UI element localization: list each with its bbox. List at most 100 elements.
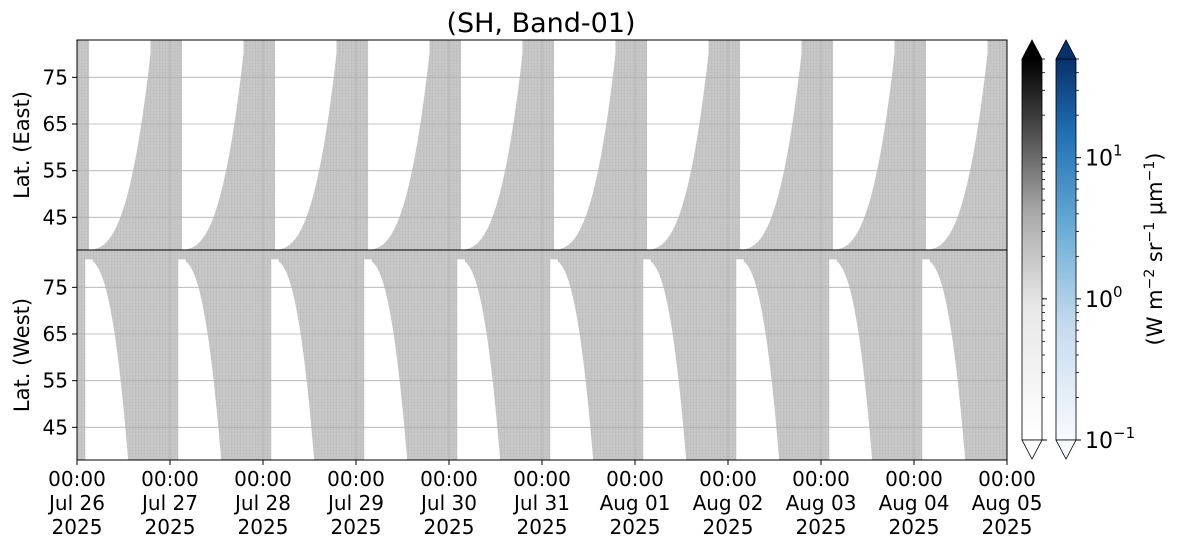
x-tick-line: 2025 bbox=[145, 515, 196, 539]
heatmap-cell bbox=[85, 259, 129, 460]
heatmap-cell bbox=[269, 40, 276, 250]
y-tick-label: 65 bbox=[43, 322, 68, 346]
heatmap-cell bbox=[336, 40, 363, 250]
colorbar-label-mu: μm bbox=[1143, 181, 1167, 222]
panel-east: Lat. (East) 45 55 65 75 bbox=[10, 39, 1008, 251]
heatmap-cell bbox=[920, 54, 1007, 250]
x-tick-label: 00:00 Jul 31 2025 bbox=[512, 467, 571, 539]
heatmap-cell bbox=[522, 40, 549, 250]
x-tick-line: 00:00 bbox=[699, 467, 757, 491]
panel-east-grid bbox=[76, 40, 1008, 250]
colorbar-tick-label: 10−1 bbox=[1085, 424, 1135, 454]
x-tick-line: 2025 bbox=[424, 515, 475, 539]
heatmap-cell bbox=[457, 259, 465, 460]
y-tick-label: 75 bbox=[43, 275, 68, 299]
heatmap-cell bbox=[176, 40, 183, 250]
x-tick-label: 00:00 Aug 01 2025 bbox=[600, 467, 671, 539]
x-tick-line: 00:00 bbox=[141, 467, 199, 491]
colorbar-label-suffix: ) bbox=[1143, 153, 1167, 161]
x-tick-line: 00:00 bbox=[234, 467, 292, 491]
colorbar-tick-exp: −1 bbox=[1113, 424, 1135, 442]
x-tick-line: 2025 bbox=[238, 515, 289, 539]
colorbar-gray bbox=[1021, 39, 1043, 460]
heatmap-cell bbox=[920, 40, 927, 250]
heatmap-cell bbox=[178, 259, 222, 460]
colorbar-gray-body bbox=[1021, 58, 1043, 441]
colorbar-blue-bottom-extend bbox=[1055, 439, 1077, 460]
heatmap-cell bbox=[736, 259, 744, 460]
x-tick-line: Jul 26 bbox=[47, 491, 105, 515]
heatmap-cell bbox=[85, 259, 93, 460]
heatmap-cell bbox=[550, 259, 594, 460]
heatmap-cell bbox=[641, 40, 648, 250]
x-tick-line: Aug 05 bbox=[972, 491, 1043, 515]
colorbar-gray-bottom-extend bbox=[1021, 439, 1043, 460]
colorbar-gray-top-extend bbox=[1021, 39, 1043, 60]
y-tick-label: 55 bbox=[43, 159, 68, 183]
heatmap-cell bbox=[77, 40, 84, 250]
heatmap-cell bbox=[922, 259, 966, 460]
panel-east-yticks: 45 55 65 75 bbox=[43, 65, 77, 229]
heatmap-cell bbox=[827, 40, 834, 250]
x-tick-line: 00:00 bbox=[606, 467, 664, 491]
x-tick-label: 00:00 Aug 03 2025 bbox=[786, 467, 857, 539]
colorbar-tick-base: 10 bbox=[1085, 147, 1113, 172]
heatmap-cell bbox=[243, 40, 270, 250]
colorbar-tick-base: 10 bbox=[1085, 429, 1113, 454]
x-tick-line: 00:00 bbox=[513, 467, 571, 491]
x-tick-line: 2025 bbox=[52, 515, 103, 539]
y-tick-label: 75 bbox=[43, 65, 68, 89]
heatmap-cell bbox=[150, 40, 177, 250]
colorbar-label-sup1: −2 bbox=[1142, 269, 1158, 290]
heatmap-cell bbox=[429, 40, 456, 250]
panel-east-cells bbox=[77, 40, 1007, 250]
heatmap-cell bbox=[894, 40, 921, 250]
heatmap-cell bbox=[457, 259, 501, 460]
x-tick-label: 00:00 Jul 26 2025 bbox=[47, 467, 106, 539]
x-tick-line: 2025 bbox=[331, 515, 382, 539]
heatmap-cell bbox=[178, 259, 186, 460]
x-tick-label: 00:00 Jul 27 2025 bbox=[140, 467, 199, 539]
y-tick-label: 55 bbox=[43, 369, 68, 393]
x-tick-label: 00:00 Jul 28 2025 bbox=[233, 467, 292, 539]
chart-title: (SH, Band-01) bbox=[446, 8, 635, 39]
x-tick-line: 00:00 bbox=[420, 467, 478, 491]
heatmap-cell bbox=[548, 40, 555, 250]
x-tick-label: 00:00 Jul 30 2025 bbox=[419, 467, 478, 539]
panel-west-yticks: 45 55 65 75 bbox=[43, 275, 77, 439]
x-tick-line: Jul 28 bbox=[233, 491, 291, 515]
x-tick-label: 00:00 Aug 05 2025 bbox=[972, 467, 1043, 539]
x-tick-line: 2025 bbox=[610, 515, 661, 539]
y-tick-label: 65 bbox=[43, 112, 68, 136]
colorbar-blue-body bbox=[1055, 58, 1077, 441]
x-tick-line: 2025 bbox=[703, 515, 754, 539]
x-tick-label: 00:00 Aug 02 2025 bbox=[693, 467, 764, 539]
panel-west: Lat. (West) 45 55 65 75 bbox=[10, 249, 1008, 461]
heatmap-cell bbox=[801, 40, 828, 250]
heatmap-cell bbox=[736, 259, 780, 460]
x-tick-line: Aug 04 bbox=[879, 491, 950, 515]
colorbar-tick-label: 100 bbox=[1085, 283, 1123, 313]
colorbar-blue bbox=[1055, 39, 1077, 460]
x-tick-label: 00:00 Aug 04 2025 bbox=[879, 467, 950, 539]
colorbar-label-mid: sr bbox=[1143, 242, 1167, 269]
x-tick-line: 00:00 bbox=[792, 467, 850, 491]
colorbar-tick-exp: 0 bbox=[1113, 283, 1123, 301]
heatmap-cell bbox=[364, 259, 408, 460]
heatmap-cell bbox=[455, 40, 462, 250]
x-tick-line: 2025 bbox=[982, 515, 1033, 539]
x-tick-line: Aug 03 bbox=[786, 491, 857, 515]
colorbar-tick-label: 101 bbox=[1085, 142, 1123, 172]
panel-east-ylabel: Lat. (East) bbox=[10, 91, 34, 199]
heatmap-cell bbox=[271, 259, 315, 460]
colorbar-label-prefix: (W m bbox=[1143, 289, 1167, 345]
colorbar-label-sup2: −1 bbox=[1142, 222, 1158, 243]
heatmap-cell bbox=[829, 259, 837, 460]
x-tick-line: 2025 bbox=[796, 515, 847, 539]
panel-west-ylabel: Lat. (West) bbox=[10, 298, 34, 412]
colorbar-label-sup3: −1 bbox=[1142, 161, 1158, 182]
colorbar-tick-base: 10 bbox=[1085, 288, 1113, 313]
